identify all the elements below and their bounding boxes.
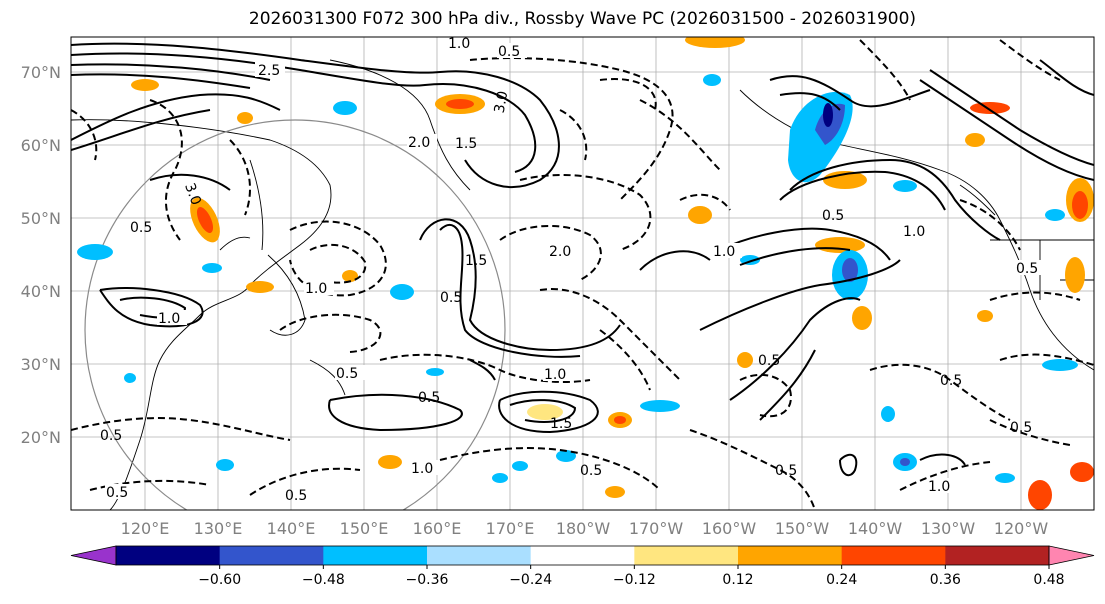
- contour-label: 1.0: [713, 244, 735, 260]
- colorbar-extend-max: [1048, 545, 1095, 566]
- rossby-wave-circle: [84, 119, 506, 510]
- contour-label: 1.0: [544, 367, 566, 383]
- contour-label: 0.5: [498, 44, 520, 60]
- lat-label-20n: 20°N: [21, 428, 61, 447]
- lon-label-140e: 140°E: [267, 519, 316, 538]
- contour-label: 0.5: [418, 390, 440, 406]
- lat-label-40n: 40°N: [21, 282, 61, 301]
- colorbar-segment: [738, 546, 843, 565]
- contour-label: 1.5: [455, 136, 477, 152]
- contour-label: 0.5: [822, 208, 844, 224]
- map-title: 2026031300 F072 300 hPa div., Rossby Wav…: [248, 9, 917, 29]
- contour-label: 3.0: [181, 181, 204, 207]
- map-panel: [71, 37, 1094, 510]
- contour-label: 0.5: [285, 488, 307, 504]
- lon-label-160w: 160°W: [702, 519, 757, 538]
- contour-label: 0.5: [940, 373, 962, 389]
- colorbar-extend-min: [70, 545, 117, 566]
- map-frame: [70, 36, 1095, 511]
- colorbar-tick-label: 0.24: [826, 572, 857, 588]
- contour-label: 0.5: [130, 220, 152, 236]
- contour-label: 0.5: [775, 463, 797, 479]
- lat-label-70n: 70°N: [21, 63, 61, 82]
- colorbar-tick-label: −0.12: [613, 572, 656, 588]
- contour-label: 1.0: [158, 311, 180, 327]
- lat-label-60n: 60°N: [21, 136, 61, 155]
- colorbar-segment: [945, 546, 1050, 565]
- colorbar-segment: [634, 546, 739, 565]
- colorbar-segment: [219, 546, 324, 565]
- lon-label-130w: 130°W: [921, 519, 976, 538]
- colorbar-segment: [841, 546, 946, 565]
- colorbar-tick-label: −0.36: [406, 572, 449, 588]
- colorbar: −0.60 −0.48 −0.36 −0.24 −0.12 0.12 0.24 0.36 0.4…: [70, 545, 1095, 588]
- contour-label: 1.0: [903, 224, 925, 240]
- colorbar-tick-label: −0.48: [302, 572, 345, 588]
- lat-label-30n: 30°N: [21, 355, 61, 374]
- colorbar-segment: [530, 546, 635, 565]
- colorbar-ticks: −0.60 −0.48 −0.36 −0.24 −0.12 0.12 0.24 0.36 0.4…: [198, 565, 1065, 588]
- contour-label: 0.5: [1016, 261, 1038, 277]
- contour-label: 0.5: [440, 290, 462, 306]
- lon-label-150w: 150°W: [775, 519, 830, 538]
- colorbar-outline: [115, 545, 1050, 566]
- contour-label: 1.0: [305, 281, 327, 297]
- contour-label: 0.5: [758, 353, 780, 369]
- lon-label-120w: 120°W: [994, 519, 1049, 538]
- contour-label: 3.0: [492, 90, 512, 115]
- lon-label-170w: 170°W: [629, 519, 684, 538]
- colorbar-segment: [427, 546, 532, 565]
- rossby-pc-negative-contours: [71, 39, 1094, 510]
- latitude-labels: 70°N 60°N 50°N 40°N 30°N 20°N: [21, 63, 61, 447]
- rossby-pc-positive-contours: [71, 42, 1094, 477]
- lon-label-160e: 160°E: [413, 519, 462, 538]
- contour-label: 1.0: [928, 479, 950, 495]
- lon-label-180w: 180°W: [556, 519, 611, 538]
- lat-label-50n: 50°N: [21, 209, 61, 228]
- contour-label: 2.0: [549, 244, 571, 260]
- colorbar-tick-label: 0.36: [930, 572, 961, 588]
- colorbar-tick-label: 0.12: [722, 572, 753, 588]
- contour-label: 1.5: [550, 416, 572, 432]
- contour-labels: 1.0 0.5 3.0 2.0 1.5 2.5 0.5 1.0 0.5 1.0 …: [100, 36, 1045, 504]
- contour-label: 0.5: [336, 366, 358, 382]
- colorbar-segment: [323, 546, 428, 565]
- contour-label: 2.5: [258, 63, 280, 79]
- divergence-shading: [77, 37, 1094, 510]
- colorbar-segment: [116, 546, 221, 565]
- lon-label-120e: 120°E: [121, 519, 170, 538]
- coastlines: [71, 59, 1094, 510]
- colorbar-segments: [70, 545, 1095, 566]
- lon-label-170e: 170°E: [486, 519, 535, 538]
- contour-label: 0.5: [1010, 420, 1032, 436]
- colorbar-tick-label: 0.48: [1033, 572, 1064, 588]
- contour-label: 1.5: [465, 253, 487, 269]
- contour-label: 0.5: [580, 463, 602, 479]
- contour-label: 1.0: [411, 461, 433, 477]
- lon-label-140w: 140°W: [848, 519, 903, 538]
- contour-label: 1.0: [448, 36, 470, 52]
- contour-label: 0.5: [106, 485, 128, 501]
- lon-label-150e: 150°E: [340, 519, 389, 538]
- contour-label: 0.5: [100, 428, 122, 444]
- contour-label: 2.0: [408, 135, 430, 151]
- longitude-labels: 120°E 130°E 140°E 150°E 160°E 170°E 180°…: [121, 519, 1049, 538]
- lon-label-130e: 130°E: [194, 519, 243, 538]
- colorbar-tick-label: −0.60: [198, 572, 241, 588]
- colorbar-tick-label: −0.24: [509, 572, 552, 588]
